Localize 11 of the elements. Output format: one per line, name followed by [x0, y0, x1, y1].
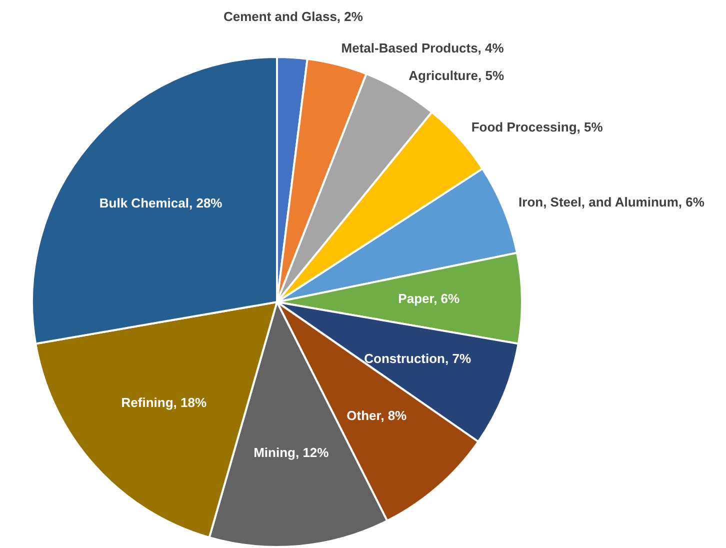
slice-label: Food Processing, 5% [471, 119, 604, 134]
slice-label: Refining, 18% [121, 394, 207, 410]
slice-label: Metal-Based Products, 4% [341, 40, 504, 56]
slice-label: Paper, 6% [398, 291, 460, 306]
slice-label: Iron, Steel, and Aluminum, 6% [518, 194, 705, 210]
slice-label: Cement and Glass, 2% [224, 9, 364, 24]
slice-label: Mining, 12% [254, 444, 330, 460]
slice-label: Bulk Chemical, 28% [99, 196, 223, 211]
slice-label: Other, 8% [346, 408, 408, 424]
slice-label: Agriculture, 5% [408, 68, 504, 84]
slice-label: Construction, 7% [364, 351, 472, 366]
